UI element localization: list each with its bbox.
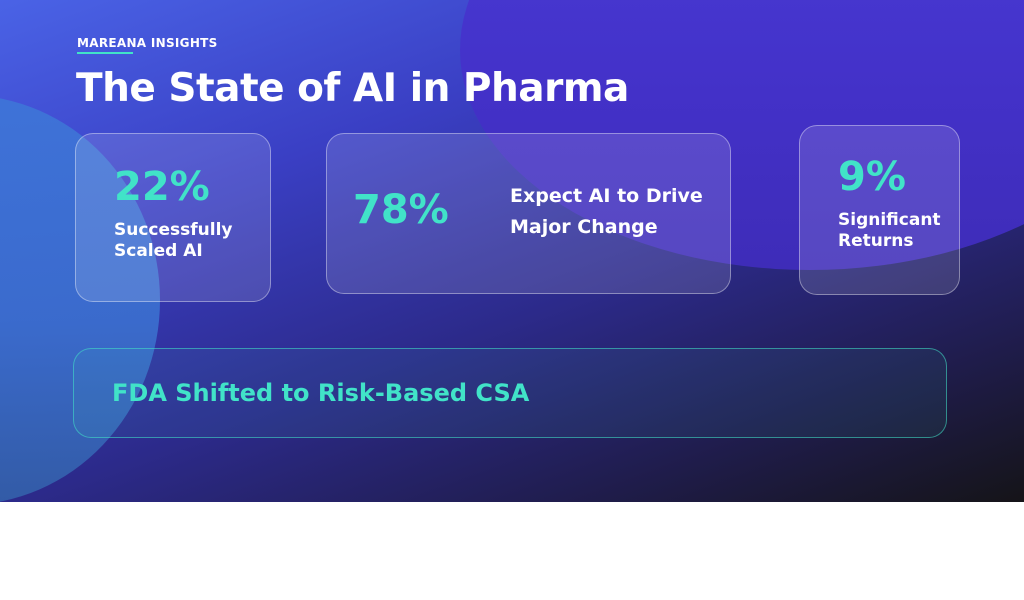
stat-value-scaled: 22% — [114, 164, 210, 210]
stat-label-line: Scaled AI — [114, 241, 203, 261]
stat-label-line: Successfully — [114, 220, 233, 240]
stat-value-change: 78% — [353, 187, 449, 233]
stat-label-line: Significant — [838, 210, 941, 230]
fda-callout: FDA Shifted to Risk-Based CSA — [73, 348, 947, 438]
stat-label-line: Returns — [838, 231, 914, 251]
stat-card-returns: 9% Significant Returns — [799, 125, 960, 295]
stat-value-returns: 9% — [838, 154, 906, 200]
stat-card-scaled: 22% Successfully Scaled AI — [75, 133, 271, 302]
stat-label-change: Expect AI to Drive Major Change — [510, 181, 703, 243]
eyebrow-label: MAREANA INSIGHTS — [77, 36, 218, 50]
stat-card-change: 78% Expect AI to Drive Major Change — [326, 133, 731, 294]
eyebrow-underline — [77, 52, 133, 54]
stat-label-returns: Significant Returns — [838, 210, 941, 252]
stat-label-scaled: Successfully Scaled AI — [114, 220, 233, 262]
fda-callout-text: FDA Shifted to Risk-Based CSA — [112, 379, 530, 407]
hero-banner: MAREANA INSIGHTS The State of AI in Phar… — [0, 0, 1024, 502]
stat-label-line: Major Change — [510, 216, 658, 238]
stat-label-line: Expect AI to Drive — [510, 185, 703, 207]
page-title: The State of AI in Pharma — [76, 66, 629, 111]
